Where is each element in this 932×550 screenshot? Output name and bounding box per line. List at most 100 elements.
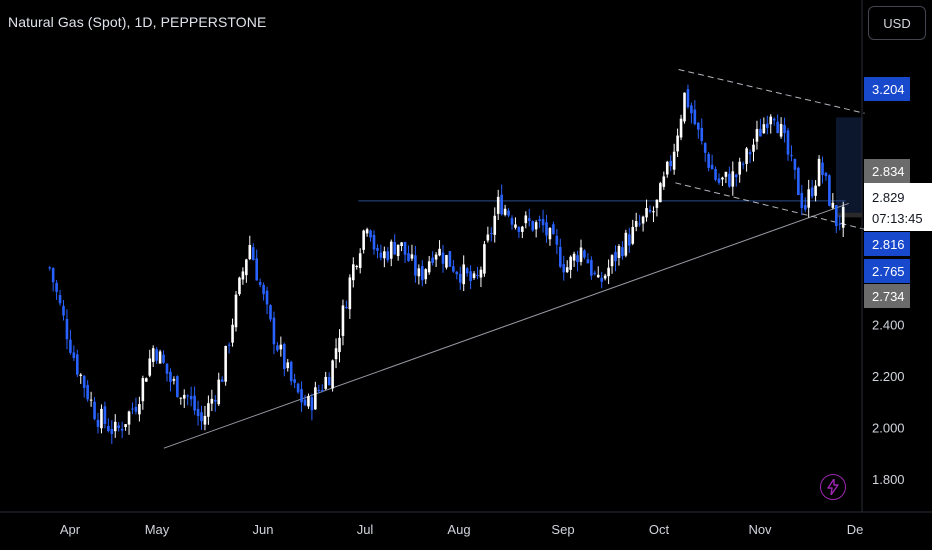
candle-body: [724, 171, 728, 177]
candle-body: [593, 272, 597, 275]
stop-zone-box: [836, 212, 862, 218]
candle-body: [262, 284, 265, 295]
candle-body: [586, 259, 590, 264]
candle-body: [703, 143, 707, 153]
candle-body: [607, 267, 610, 277]
candle-body: [131, 408, 134, 410]
candle-body: [545, 222, 548, 236]
candle-body: [759, 128, 762, 137]
candle-body: [496, 196, 500, 214]
candle-body: [169, 371, 172, 382]
candle-body: [227, 344, 231, 346]
candle-body: [238, 277, 241, 295]
candle-body: [162, 354, 165, 363]
candle-body: [514, 224, 517, 228]
candle-body: [234, 294, 238, 328]
candle-body: [665, 161, 669, 175]
candle-body: [89, 399, 93, 401]
x-tick-label: Aug: [447, 522, 470, 537]
candle-body: [365, 229, 369, 234]
candle-body: [655, 199, 659, 208]
lightning-bolt-icon[interactable]: [820, 474, 846, 500]
candle-body: [669, 160, 672, 167]
candle-body: [314, 387, 317, 410]
candle-body: [755, 129, 759, 142]
candle-body: [58, 295, 62, 304]
candle-body: [155, 349, 158, 361]
candle-body: [248, 245, 252, 260]
candle-body: [565, 267, 569, 273]
candle-body: [307, 396, 310, 407]
candle-body: [807, 189, 810, 208]
candle-body: [355, 266, 359, 268]
candle-body: [120, 428, 124, 431]
candle-body: [352, 264, 355, 281]
candle-body: [652, 211, 655, 213]
candle-body: [421, 266, 424, 281]
candle-body: [48, 267, 51, 269]
candle-body: [576, 255, 579, 263]
candle-body: [707, 153, 710, 168]
candle-body: [396, 244, 400, 257]
candle-body: [752, 144, 755, 152]
candle-body: [379, 252, 383, 258]
candle-body: [231, 324, 234, 343]
current-price-tag: [864, 183, 932, 231]
candle-body: [645, 208, 648, 218]
candle-body: [793, 158, 797, 170]
candle-body: [186, 395, 189, 397]
candle-body: [289, 361, 293, 382]
candle-body: [138, 404, 141, 415]
candle-body: [462, 264, 465, 285]
candle-body: [676, 135, 679, 152]
chart-title: Natural Gas (Spot), 1D, PEPPERSTONE: [8, 14, 267, 30]
candle-body: [158, 351, 162, 364]
candle-body: [596, 274, 600, 278]
candle-body: [603, 275, 607, 279]
price-axis: 3.0002.4002.2002.0001.8003.2042.8342.829…: [861, 0, 932, 512]
candle-body: [189, 395, 193, 400]
channel-top-line: [678, 68, 865, 114]
candle-body: [386, 251, 390, 261]
candle-body: [569, 256, 572, 270]
price-tag-label: 3.204: [872, 82, 905, 97]
price-tag: [864, 232, 910, 256]
candle-body: [700, 127, 704, 141]
candle-body: [113, 421, 117, 432]
candle-body: [486, 234, 490, 241]
candle-body: [648, 209, 652, 212]
candle-body: [376, 248, 379, 251]
candle-body: [303, 399, 307, 406]
candle-body: [393, 241, 396, 255]
candle-body: [559, 246, 562, 267]
candle-body: [389, 241, 393, 259]
price-tag-label: 2.834: [872, 164, 905, 179]
currency-button[interactable]: USD: [868, 6, 926, 40]
candle-body: [251, 247, 255, 261]
candle-body: [507, 210, 510, 216]
channel-bottom-line: [675, 182, 865, 230]
candle-body: [334, 348, 338, 360]
candle-body: [79, 374, 83, 376]
candle-body: [276, 345, 279, 351]
candle-body: [714, 169, 717, 180]
support-trendline: [163, 202, 849, 449]
candle-body: [110, 428, 114, 434]
candle-body: [617, 245, 621, 258]
candle-body: [797, 167, 800, 195]
candle-body: [531, 221, 534, 231]
candle-body: [338, 337, 341, 353]
candle-body: [358, 253, 362, 268]
candle-body: [320, 390, 324, 392]
candle-body: [479, 269, 483, 278]
price-tag-label: 2.734: [872, 289, 905, 304]
candle-body: [300, 389, 303, 403]
candle-body: [841, 206, 845, 228]
candle-body: [458, 273, 462, 283]
candle-body: [697, 122, 700, 130]
candle-body: [521, 226, 524, 232]
candle-body: [745, 148, 748, 164]
candle-body: [124, 424, 127, 428]
candle-body: [493, 215, 497, 235]
